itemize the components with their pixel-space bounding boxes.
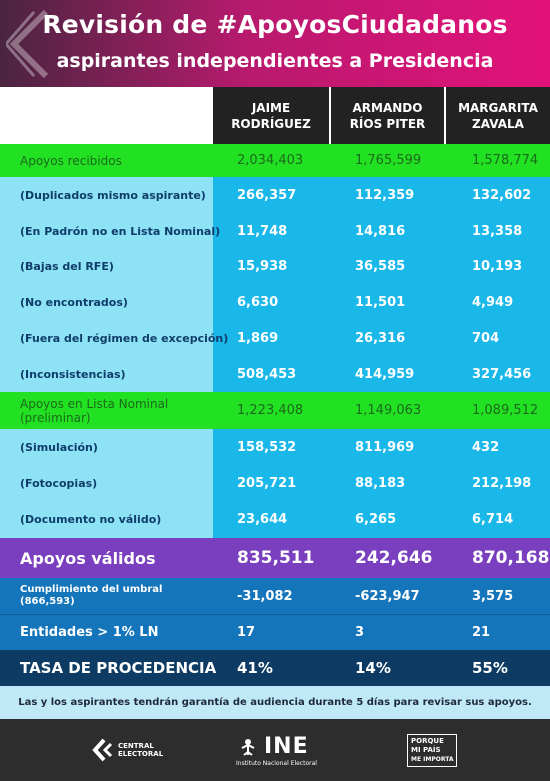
row-label: Cumplimiento del umbral (866,593) [20, 584, 163, 607]
row-label: (En Padrón no en Lista Nominal) [20, 224, 221, 238]
value-cell: 13,358 [472, 223, 523, 239]
value-cell: 4,949 [472, 294, 514, 310]
value-cell: 3,575 [472, 588, 514, 604]
value-cell: 205,721 [237, 475, 297, 491]
row-label: Apoyos recibidos [20, 153, 122, 168]
table-row-apoyos-recibidos: Apoyos recibidos 2,034,403 1,765,599 1,5… [0, 144, 550, 177]
table-row-fuera-regimen: (Fuera del régimen de excepción) 1,869 2… [0, 320, 550, 356]
value-cell: 1,869 [237, 330, 279, 346]
results-table: JAIME RODRÍGUEZ ARMANDO RÍOS PITER MARGARI… [0, 87, 550, 686]
table-row-cumplimiento-umbral: Cumplimiento del umbral (866,593) -31,082… [0, 578, 550, 614]
row-label: Apoyos en Lista Nominal (preliminar) [20, 396, 169, 425]
row-label: (Fuera del régimen de excepción) [20, 331, 229, 345]
table-row-lista-nominal: Apoyos en Lista Nominal (preliminar) 1,22… [0, 392, 550, 429]
value-cell: 17 [237, 625, 256, 640]
value-cell: 212,198 [472, 475, 532, 491]
table-row-tasa-procedencia: TASA DE PROCEDENCIA 41% 14% 55% [0, 650, 550, 686]
audience-note: Las y los aspirantes tendrán garantía de… [0, 686, 550, 719]
row-label: Entidades > 1% LN [20, 625, 159, 640]
table-row-bajas-rfe: (Bajas del RFE) 15,938 36,585 10,193 [0, 249, 550, 284]
value-cell: 41% [237, 659, 273, 677]
row-label: (Simulación) [20, 440, 98, 454]
table-row-fotocopias: (Fotocopias) 205,721 88,183 212,198 [0, 465, 550, 501]
row-label: (Fotocopias) [20, 476, 98, 490]
title-banner: Revisión de #ApoyosCiudadanos aspirantes… [0, 0, 550, 87]
table-row-inconsistencias: (Inconsistencias) 508,453 414,959 327,45… [0, 356, 550, 392]
value-cell: 704 [472, 330, 500, 346]
ine-emblem-icon [241, 739, 255, 756]
value-cell: 11,501 [355, 294, 406, 310]
value-cell: -31,082 [237, 588, 293, 604]
value-cell: 112,359 [355, 187, 415, 203]
value-cell: 1,578,774 [472, 153, 539, 168]
value-cell: 14% [355, 659, 391, 677]
value-cell: 432 [472, 439, 500, 455]
value-cell: 6,714 [472, 512, 514, 527]
value-cell: 14,816 [355, 223, 406, 239]
value-cell: 414,959 [355, 366, 415, 382]
row-label: (Bajas del RFE) [20, 260, 114, 273]
row-label: Apoyos válidos [20, 548, 156, 568]
table-row-apoyos-validos: Apoyos válidos 835,511 242,646 870,168 [0, 538, 550, 578]
table-row-simulacion: (Simulación) 158,532 811,969 432 [0, 429, 550, 465]
value-cell: 55% [472, 659, 508, 677]
value-cell: 1,765,599 [355, 153, 422, 168]
column-header-jaime-rodriguez: JAIME RODRÍGUEZ [213, 87, 329, 144]
value-cell: 88,183 [355, 475, 406, 491]
page-title: Revisión de #ApoyosCiudadanos [42, 10, 508, 39]
central-electoral-logo: CENTRAL ELECTORAL [92, 719, 163, 781]
central-electoral-icon [92, 738, 113, 762]
row-label: (No encontrados) [20, 295, 128, 309]
table-row-no-encontrados: (No encontrados) 6,630 11,501 4,949 [0, 284, 550, 320]
value-cell: 327,456 [472, 366, 532, 382]
page-subtitle: aspirantes independientes a Presidencia [56, 50, 494, 72]
value-cell: 26,316 [355, 330, 406, 346]
value-cell: -623,947 [355, 588, 420, 604]
table-header-row: JAIME RODRÍGUEZ ARMANDO RÍOS PITER MARGARI… [0, 87, 550, 144]
row-label: (Inconsistencias) [20, 367, 126, 381]
value-cell: 132,602 [472, 187, 532, 203]
table-row-documento-no-valido: (Documento no válido) 23,644 6,265 6,714 [0, 501, 550, 538]
value-cell: 266,357 [237, 187, 297, 203]
column-header-margarita-zavala: MARGARITA ZAVALA [446, 87, 550, 144]
ine-logo: INE Instituto Nacional Electoral [236, 733, 317, 767]
value-cell: 508,453 [237, 366, 297, 382]
value-cell: 1,223,408 [237, 403, 304, 418]
row-label: TASA DE PROCEDENCIA [20, 659, 217, 677]
porque-mi-pais-me-importa-logo: PORQUE MI PAÍS ME IMPORTA [407, 719, 458, 781]
footer-logos: CENTRAL ELECTORAL INE Instituto Nacional … [0, 719, 550, 781]
value-cell: 835,511 [237, 548, 315, 568]
row-label: (Documento no válido) [20, 513, 162, 526]
value-cell: 3 [355, 625, 365, 640]
value-cell: 11,748 [237, 223, 288, 239]
value-cell: 6,630 [237, 294, 279, 310]
table-row-duplicados: (Duplicados mismo aspirante) 266,357 112… [0, 177, 550, 213]
value-cell: 21 [472, 625, 491, 640]
value-cell: 15,938 [237, 259, 288, 274]
chevron-decoration-icon [6, 9, 49, 79]
value-cell: 158,532 [237, 439, 297, 455]
value-cell: 1,149,063 [355, 403, 422, 418]
value-cell: 242,646 [355, 548, 433, 568]
value-cell: 2,034,403 [237, 153, 304, 168]
table-row-entidades: Entidades > 1% LN 17 3 21 [0, 614, 550, 650]
row-label: (Duplicados mismo aspirante) [20, 188, 206, 202]
value-cell: 6,265 [355, 512, 397, 527]
column-header-armando-rios-piter: ARMANDO RÍOS PITER [331, 87, 444, 144]
value-cell: 1,089,512 [472, 403, 539, 418]
table-row-padron: (En Padrón no en Lista Nominal) 11,748 1… [0, 213, 550, 249]
value-cell: 10,193 [472, 259, 523, 274]
value-cell: 811,969 [355, 439, 415, 455]
value-cell: 23,644 [237, 512, 288, 527]
value-cell: 870,168 [472, 548, 550, 568]
value-cell: 36,585 [355, 259, 406, 274]
